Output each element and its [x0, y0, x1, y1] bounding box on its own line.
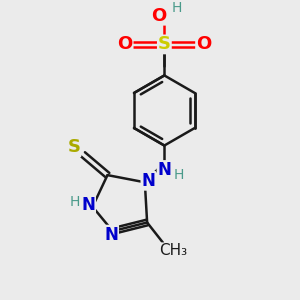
Text: N: N	[158, 161, 171, 179]
Text: H: H	[172, 1, 182, 15]
Text: N: N	[141, 172, 155, 190]
Text: O: O	[117, 35, 133, 53]
Text: N: N	[81, 196, 95, 214]
Text: O: O	[196, 35, 211, 53]
Text: H: H	[70, 194, 80, 208]
Text: H: H	[173, 168, 184, 182]
Text: S: S	[68, 138, 80, 156]
Text: S: S	[158, 35, 171, 53]
Text: N: N	[104, 226, 118, 244]
Text: CH₃: CH₃	[159, 243, 187, 258]
Text: O: O	[152, 7, 167, 25]
